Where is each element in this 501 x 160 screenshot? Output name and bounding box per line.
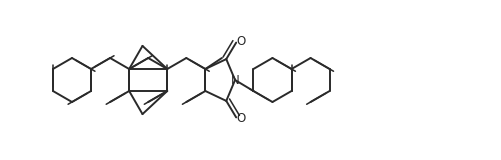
Text: N: N: [230, 73, 239, 87]
Text: O: O: [236, 35, 245, 48]
Text: O: O: [236, 112, 245, 125]
